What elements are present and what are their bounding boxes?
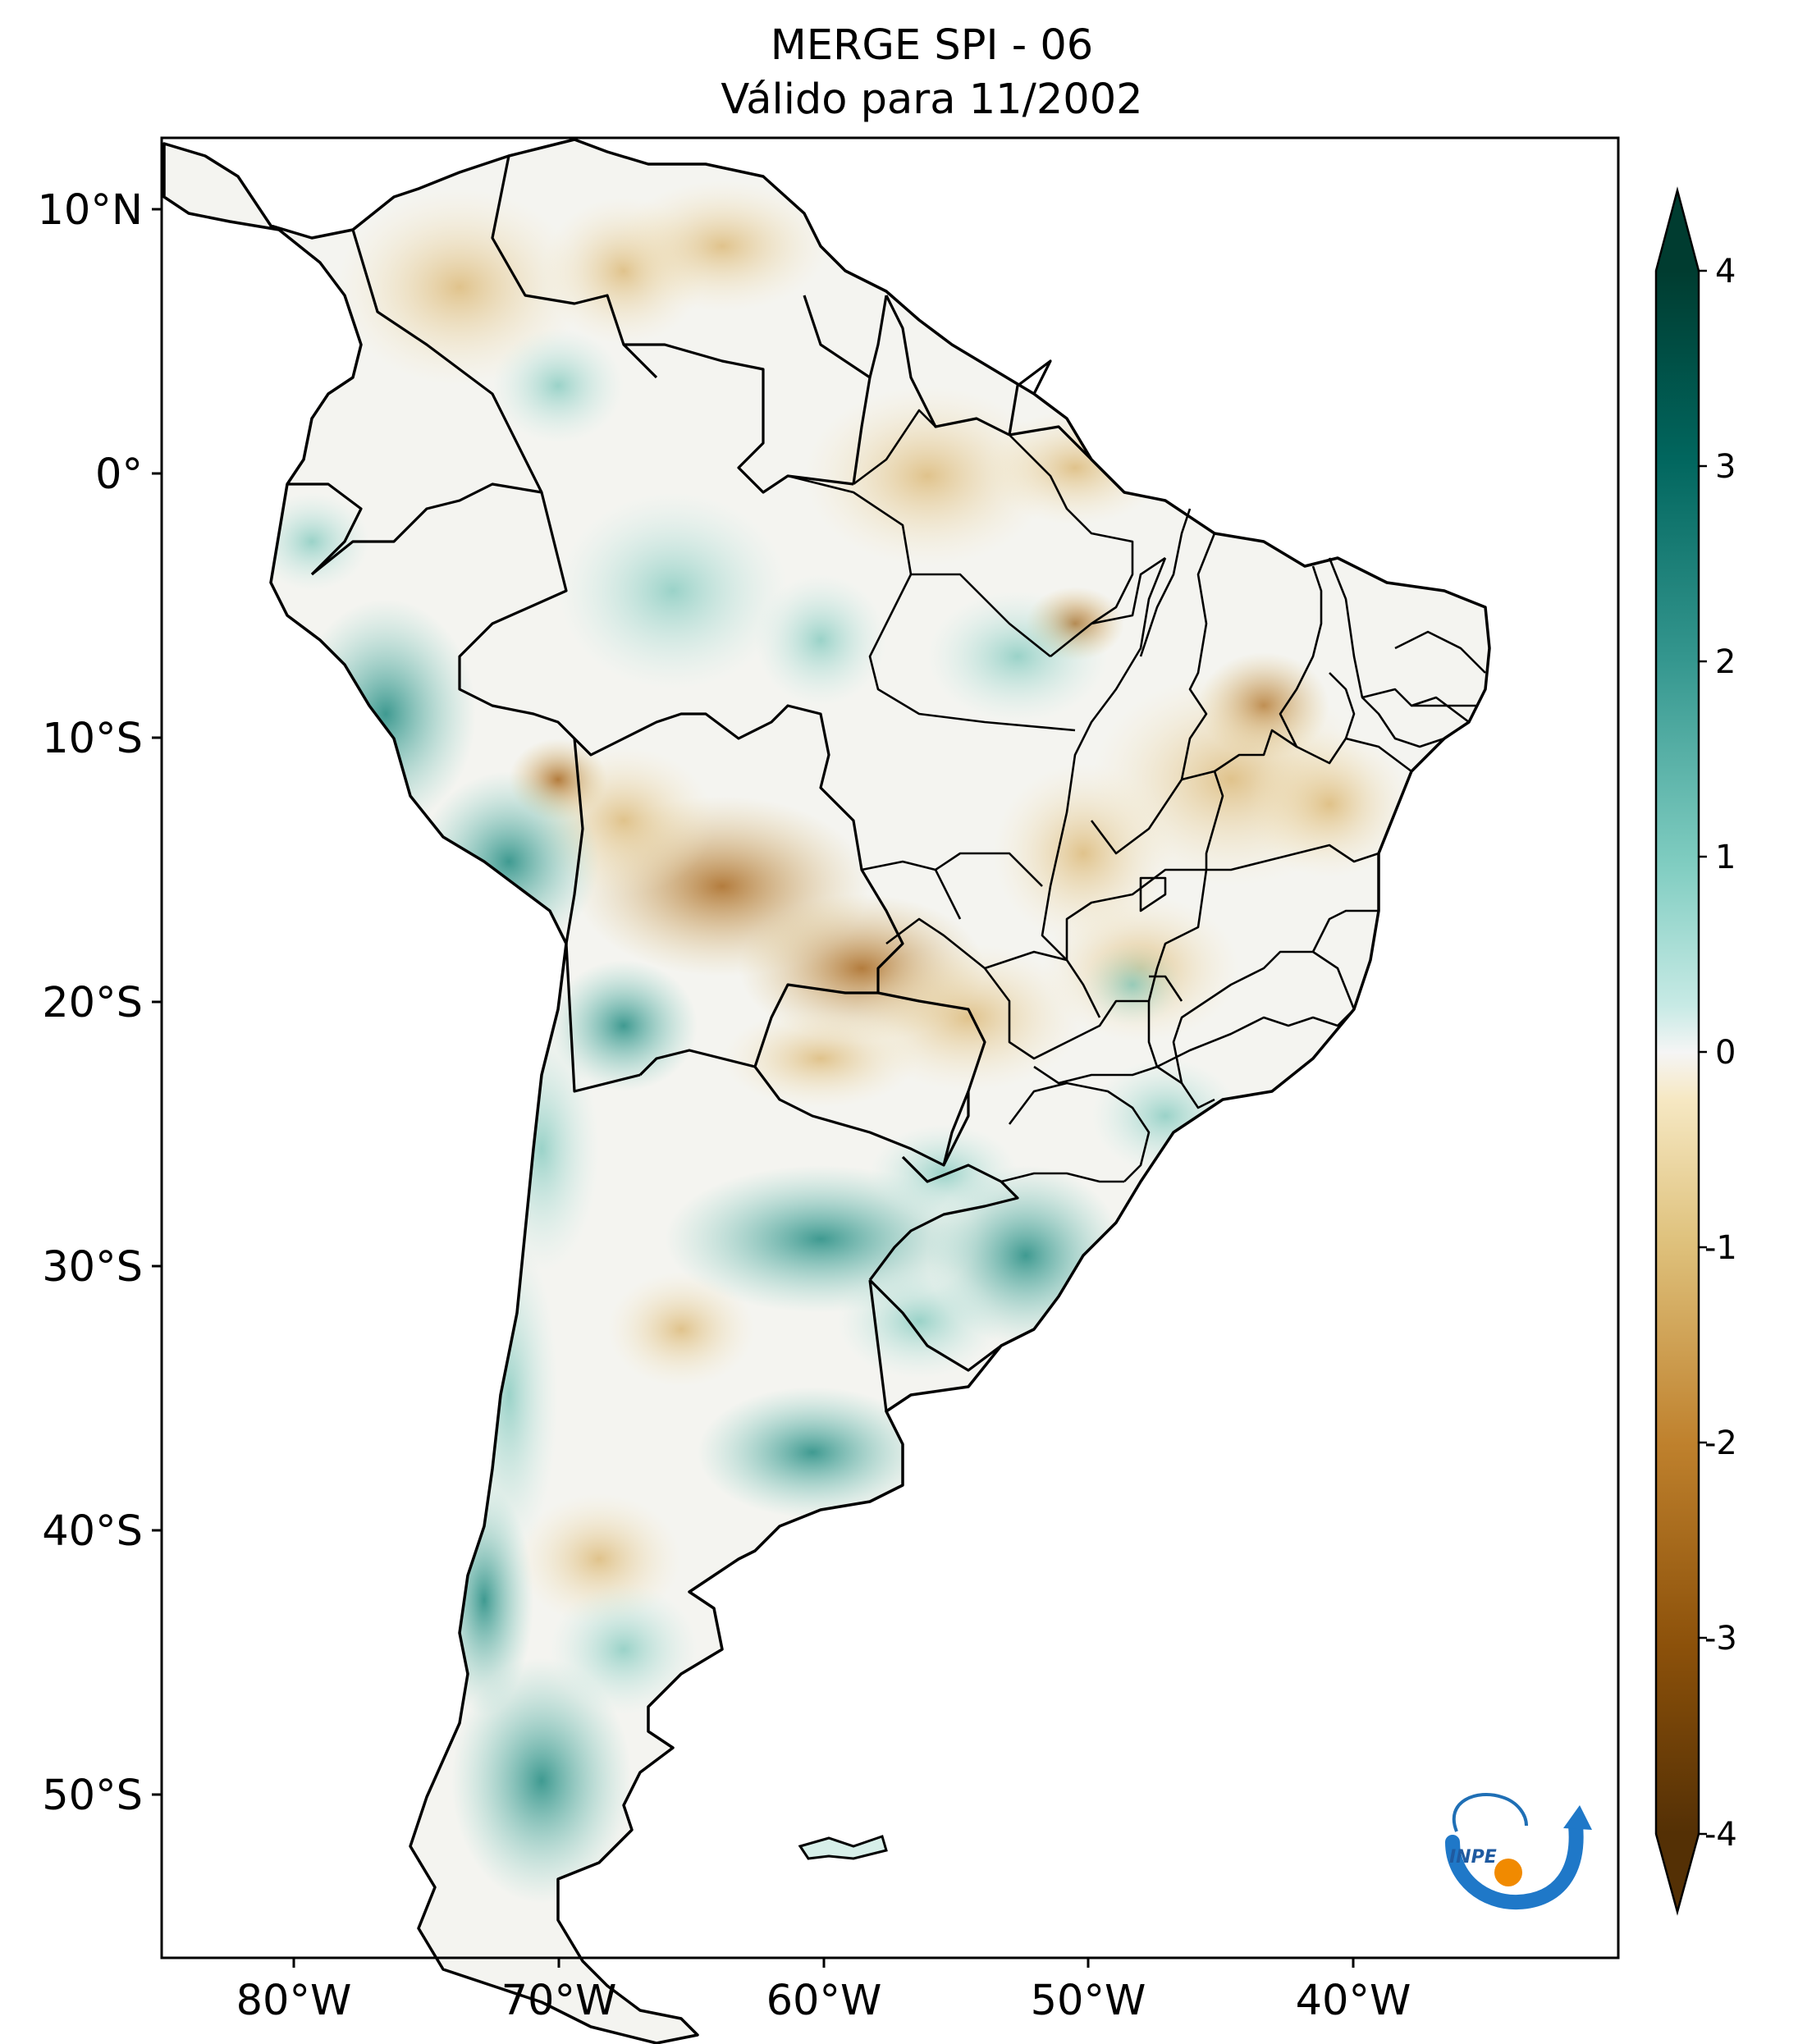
country-borders (287, 155, 1093, 1412)
y-axis-labels: 10°N 0° 10°S 20°S 30°S 40°S 50°S (37, 186, 143, 1820)
map-title-line2: Válido para 11/2002 (721, 75, 1143, 124)
colorbar-tick-label: -1 (1704, 1229, 1737, 1267)
lat-label: 10°S (42, 715, 143, 763)
lat-label: 30°S (42, 1243, 143, 1292)
x-axis-labels: 80°W 70°W 60°W 50°W 40°W (236, 1977, 1411, 2025)
lon-label: 60°W (766, 1977, 882, 2025)
colorbar-extend-bottom (1656, 1834, 1699, 1912)
plot-frame (160, 136, 1620, 1959)
map-title-line1: MERGE SPI - 06 (770, 21, 1094, 70)
y-axis-ticks (152, 208, 162, 1796)
inpe-logo-text: INPE (1449, 1847, 1497, 1868)
x-axis-ticks (292, 1958, 1355, 1968)
state-borders (787, 409, 1486, 1183)
coastline (162, 138, 1491, 2044)
colorbar-tick-label: 3 (1715, 448, 1736, 486)
colorbar-tick-label: -3 (1704, 1620, 1737, 1658)
lat-label: 20°S (42, 979, 143, 1027)
lon-label: 40°W (1296, 1977, 1411, 2025)
falkland-islands (798, 1835, 888, 1860)
lon-label: 70°W (501, 1977, 617, 2025)
colorbar: 4 3 2 1 0 -1 -2 -3 -4 (1654, 186, 1737, 1916)
lon-label: 50°W (1031, 1977, 1146, 2025)
lon-label: 80°W (236, 1977, 352, 2025)
colorbar-tick-label: -4 (1704, 1816, 1737, 1854)
colorbar-tick-label: 2 (1715, 643, 1736, 681)
colorbar-extend-top (1656, 190, 1699, 271)
colorbar-tick-label: 1 (1715, 839, 1736, 876)
lat-label: 10°N (37, 186, 143, 235)
lat-label: 0° (95, 450, 143, 499)
inpe-logo: INPE (1445, 1793, 1592, 1910)
colorbar-tick-label: 0 (1715, 1034, 1736, 1072)
lat-label: 50°S (42, 1772, 143, 1820)
colorbar-gradient (1656, 271, 1699, 1834)
colorbar-tick-label: 4 (1715, 253, 1736, 290)
lat-label: 40°S (42, 1507, 143, 1556)
colorbar-tick-label: -2 (1704, 1424, 1737, 1462)
